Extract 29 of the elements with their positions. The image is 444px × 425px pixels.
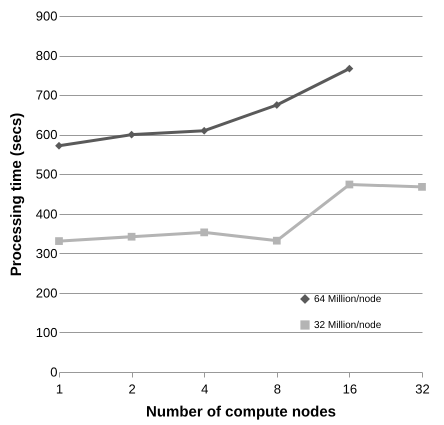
x-tick-label: 2 <box>128 382 136 396</box>
y-tick-label: 200 <box>36 285 58 300</box>
point <box>272 101 281 109</box>
y-tick-label: 600 <box>36 127 58 142</box>
legend-label: 32 Million/node <box>314 320 382 331</box>
y-tick-label: 400 <box>36 206 58 222</box>
x-tick-label: 32 <box>415 382 430 396</box>
point <box>272 236 281 245</box>
x-tick-label: 1 <box>56 382 64 396</box>
point <box>346 64 354 72</box>
point <box>55 237 63 245</box>
x-tick-label: 4 <box>201 382 208 396</box>
point <box>346 180 354 188</box>
point <box>128 232 136 241</box>
y-tick-label: 700 <box>36 88 58 103</box>
point <box>200 228 208 236</box>
x-tick-label: 8 <box>274 382 281 396</box>
point <box>55 142 63 150</box>
point <box>418 183 426 191</box>
y-tick-label: 0 <box>50 364 58 380</box>
y-tick-label: 900 <box>36 8 58 24</box>
y-tick-label: 300 <box>36 246 58 261</box>
x-tick-label: 16 <box>342 382 358 396</box>
y-tick-label: 500 <box>36 166 58 182</box>
y-tick-label: 800 <box>36 48 58 64</box>
legend-label: 64 Million/node <box>314 294 382 305</box>
x-axis-title: Number of compute nodes <box>146 404 336 420</box>
y-tick-label: 100 <box>36 324 58 340</box>
y-axis-title: Processing time (secs) <box>8 112 25 276</box>
